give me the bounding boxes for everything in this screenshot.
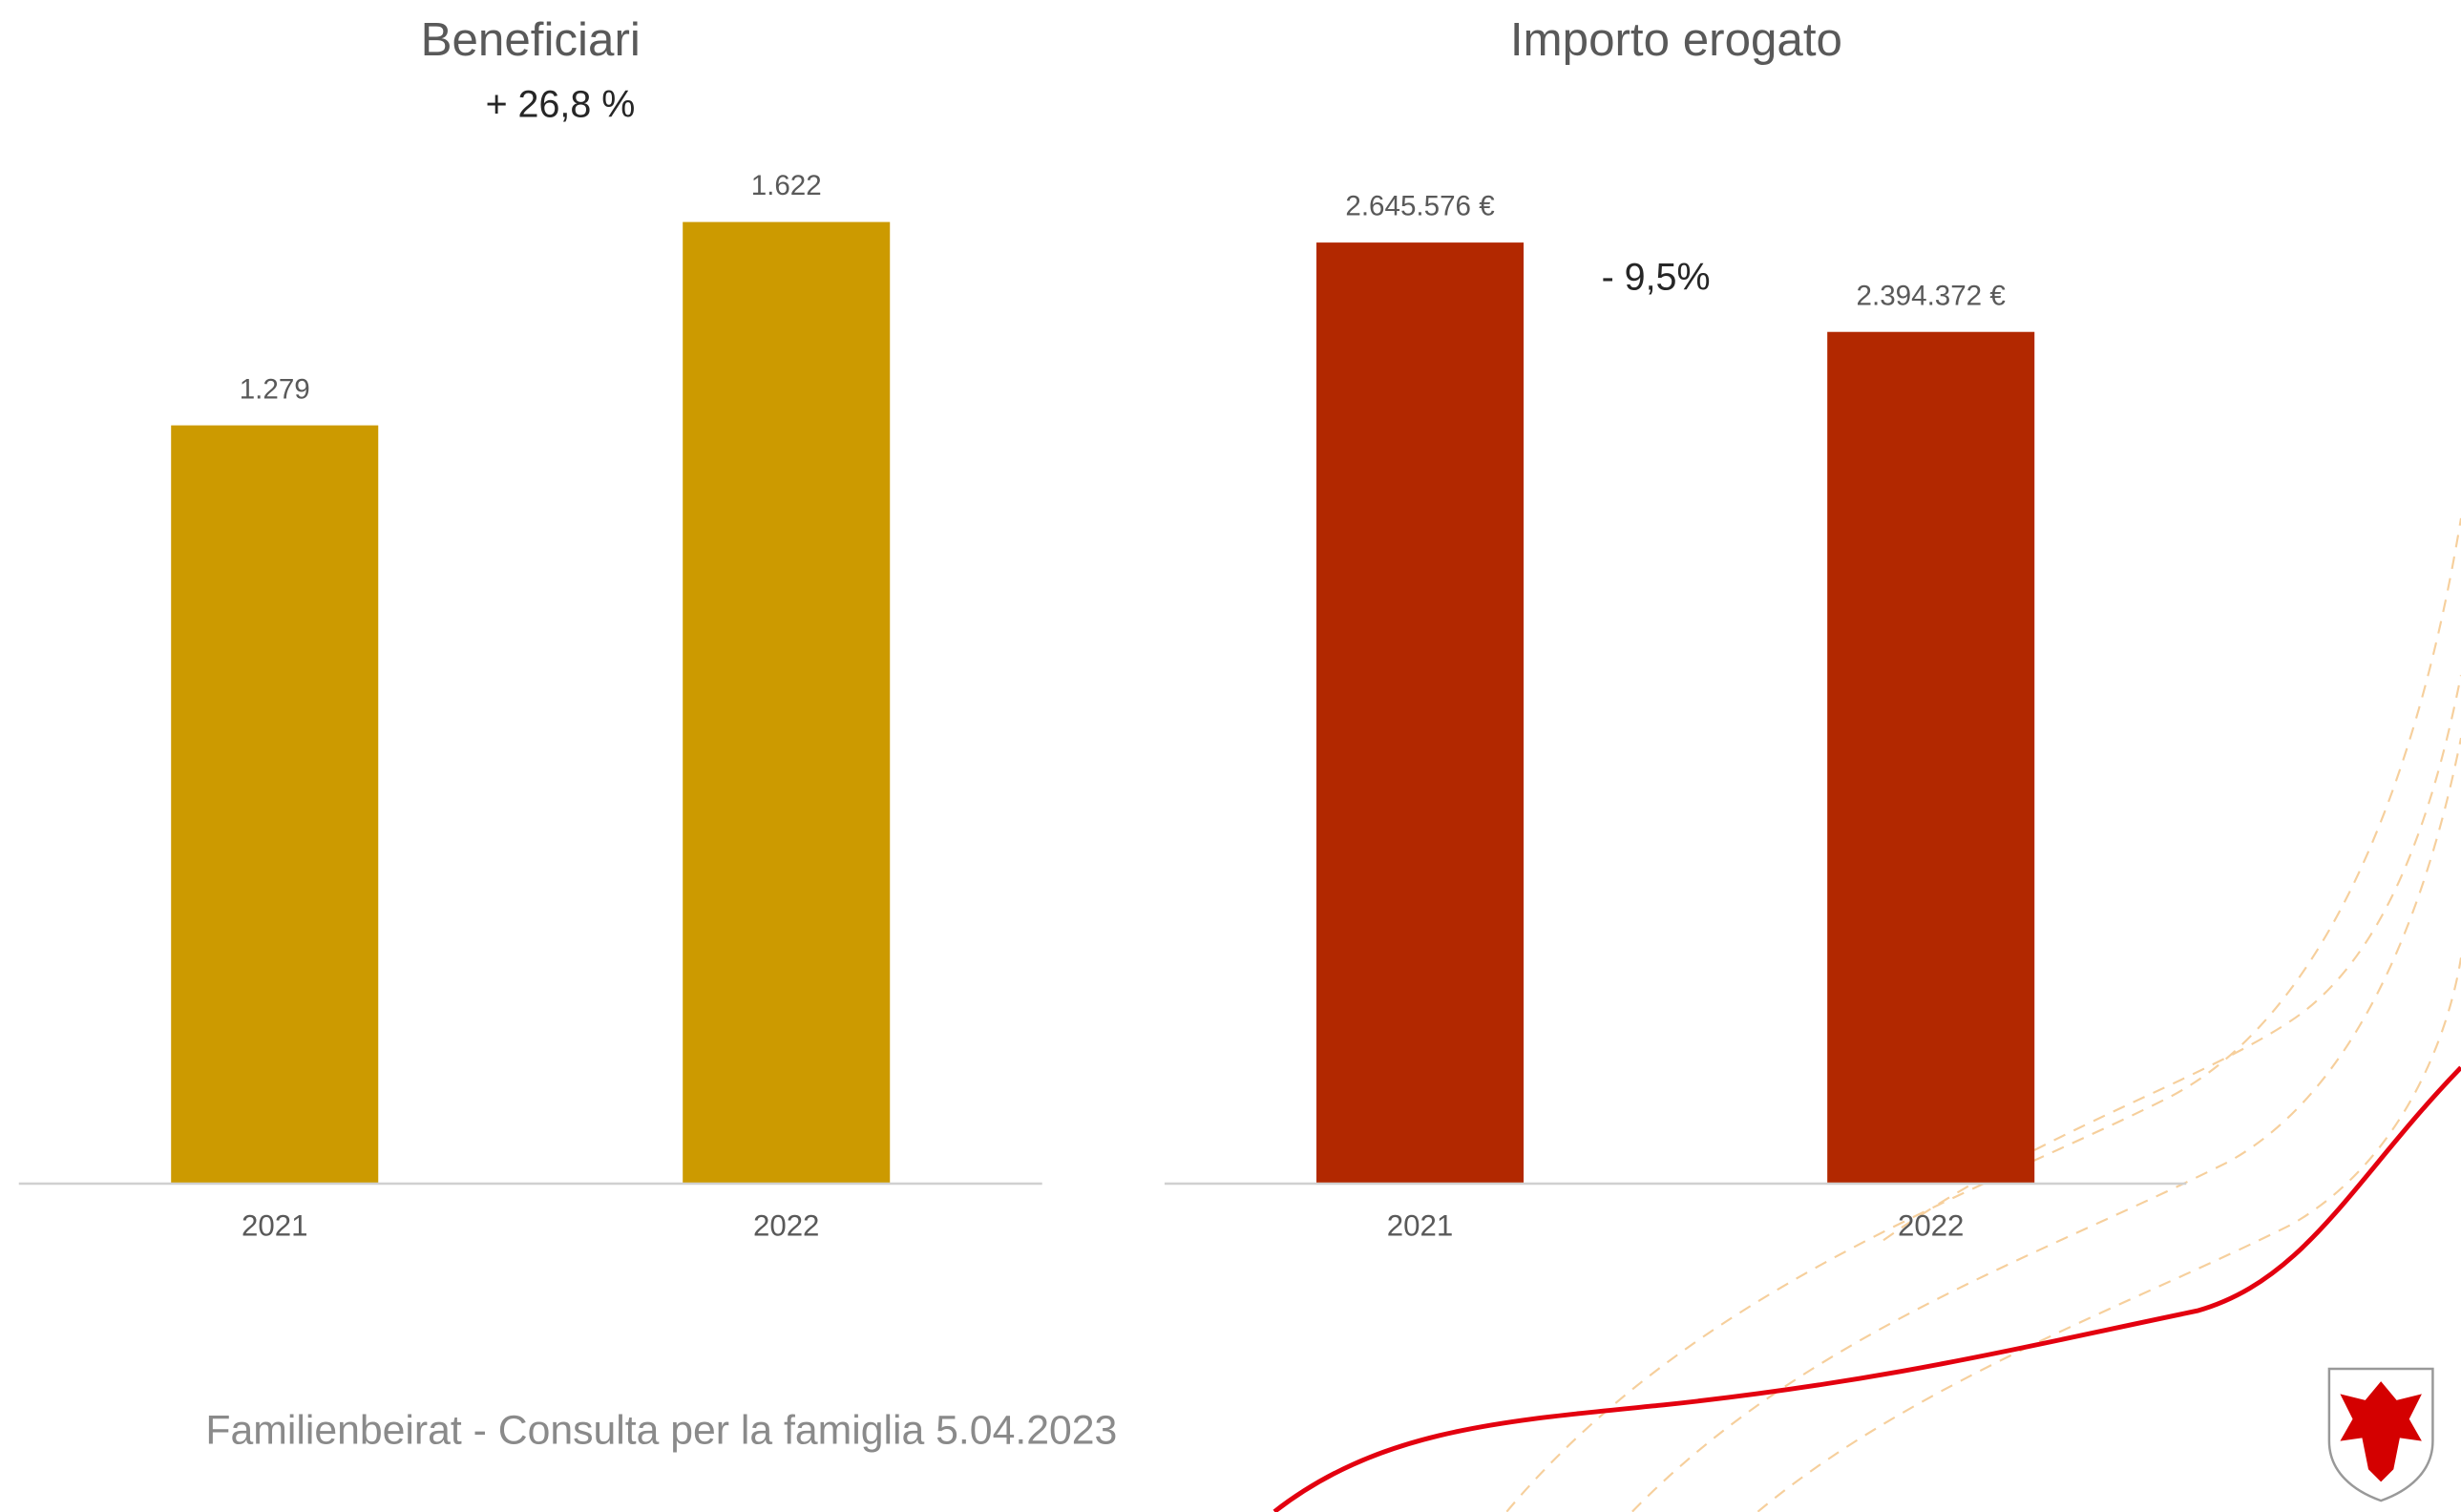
value-label: 2.645.576 € (1345, 191, 1495, 222)
x-tick-label: 2022 (753, 1208, 819, 1242)
x-tick-label: 2022 (1898, 1208, 1964, 1242)
footer: Familienbeirat - Consulta per la famigli… (205, 1408, 1117, 1454)
chart-title: Importo erogato (1510, 13, 1842, 66)
bar (171, 425, 379, 1185)
x-tick-label: 2021 (1387, 1208, 1453, 1242)
bar (1827, 331, 2035, 1185)
value-label: 1.279 (240, 373, 310, 405)
x-tick-label: 2021 (242, 1208, 307, 1242)
bar (683, 221, 891, 1185)
chart-title: Beneficiari (421, 13, 641, 66)
annotation: - 9,5% (1602, 256, 1711, 298)
value-label: 2.394.372 € (1857, 280, 2007, 311)
decoration-curve (1273, 1065, 2461, 1512)
annotation: + 26,8 % (486, 84, 636, 126)
value-label: 1.622 (751, 170, 822, 201)
logo (2327, 1367, 2434, 1502)
bar (1316, 242, 1525, 1185)
